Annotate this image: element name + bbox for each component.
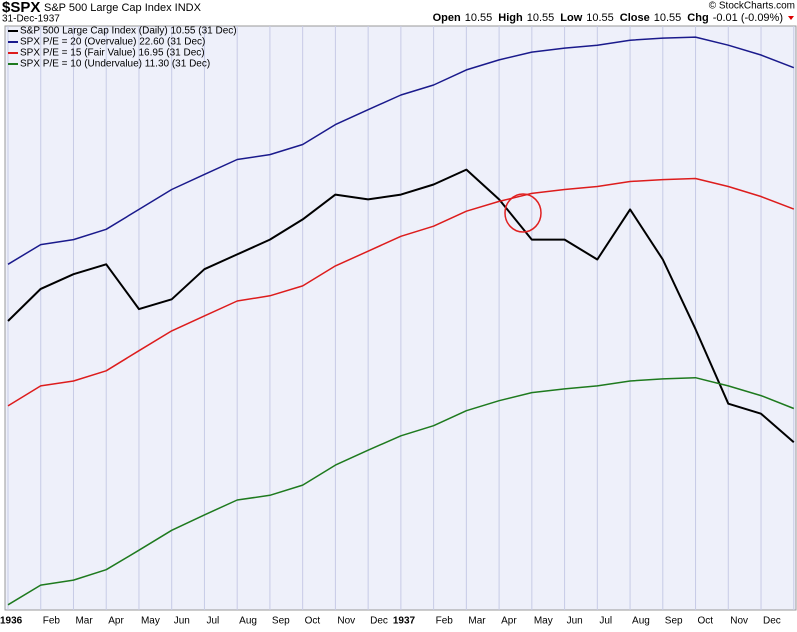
x-tick-label: Feb [436,616,454,627]
x-tick-label: Mar [75,616,93,627]
annotation-circle [504,193,542,233]
legend-label: SPX P/E = 20 (Overvalue) 22.60 (31 Dec) [20,37,205,48]
index-name: S&P 500 Large Cap Index INDX [44,2,202,14]
x-tick-label: Oct [305,616,321,627]
legend-label: S&P 500 Large Cap Index (Daily) 10.55 (3… [20,26,237,37]
x-tick-label: Jun [174,616,190,627]
x-tick-label: Dec [763,616,781,627]
quote-label: Open [433,12,461,24]
x-tick-label: Aug [632,616,650,627]
date: 31-Dec-1937 [2,14,60,25]
x-tick-label: Apr [501,616,517,627]
x-tick-label: Nov [730,616,748,627]
x-tick-label: Feb [43,616,61,627]
x-tick-label: Aug [239,616,257,627]
series-line [7,36,795,265]
x-tick-label: Jun [567,616,583,627]
legend-label: SPX P/E = 10 (Undervalue) 11.30 (31 Dec) [20,59,210,70]
x-tick-label: Sep [272,616,290,627]
x-tick-label: Jul [206,616,219,627]
x-tick-label: 1936 [0,616,23,627]
symbol: $SPX [2,0,40,16]
x-tick-label: Nov [337,616,355,627]
quote-value: -0.01 (-0.09%) [713,12,783,24]
legend-label: SPX P/E = 15 (Fair Value) 16.95 (31 Dec) [20,48,205,59]
x-tick-label: Sep [665,616,683,627]
x-tick-label: Dec [370,616,388,627]
credit: © StockCharts.com [709,1,795,12]
quote: -0.01 (-0.09%) Chg 10.55 Close 10.55 Low 10.55… [433,12,794,24]
x-tick-label: Apr [108,616,124,627]
grid: 1936 Feb Mar Apr May Jun Jul Aug Sep Oct Nov Dec 193… [0,26,795,627]
quote-label: High [498,12,523,24]
down-arrow [788,16,794,20]
quote-value: 10.55 [654,12,682,24]
x-tick-label: Jul [599,616,612,627]
x-tick-label: 1937 [393,616,416,627]
quote-value: 10.55 [527,12,555,24]
quote-label: Low [560,12,582,24]
quote-value: 10.55 [586,12,614,24]
x-tick-label: May [534,616,553,627]
legend: S&P 500 Large Cap Index (Daily) 10.55 (3… [8,26,237,70]
x-tick-label: May [141,616,160,627]
series-line [7,168,795,443]
quote-label: Chg [687,12,708,24]
quote-value: 10.55 [465,12,493,24]
lines [7,36,795,606]
x-tick-label: Oct [698,616,714,627]
series-line [7,376,795,606]
quote-label: Close [620,12,650,24]
series-line [7,177,795,407]
x-tick-label: Mar [468,616,486,627]
